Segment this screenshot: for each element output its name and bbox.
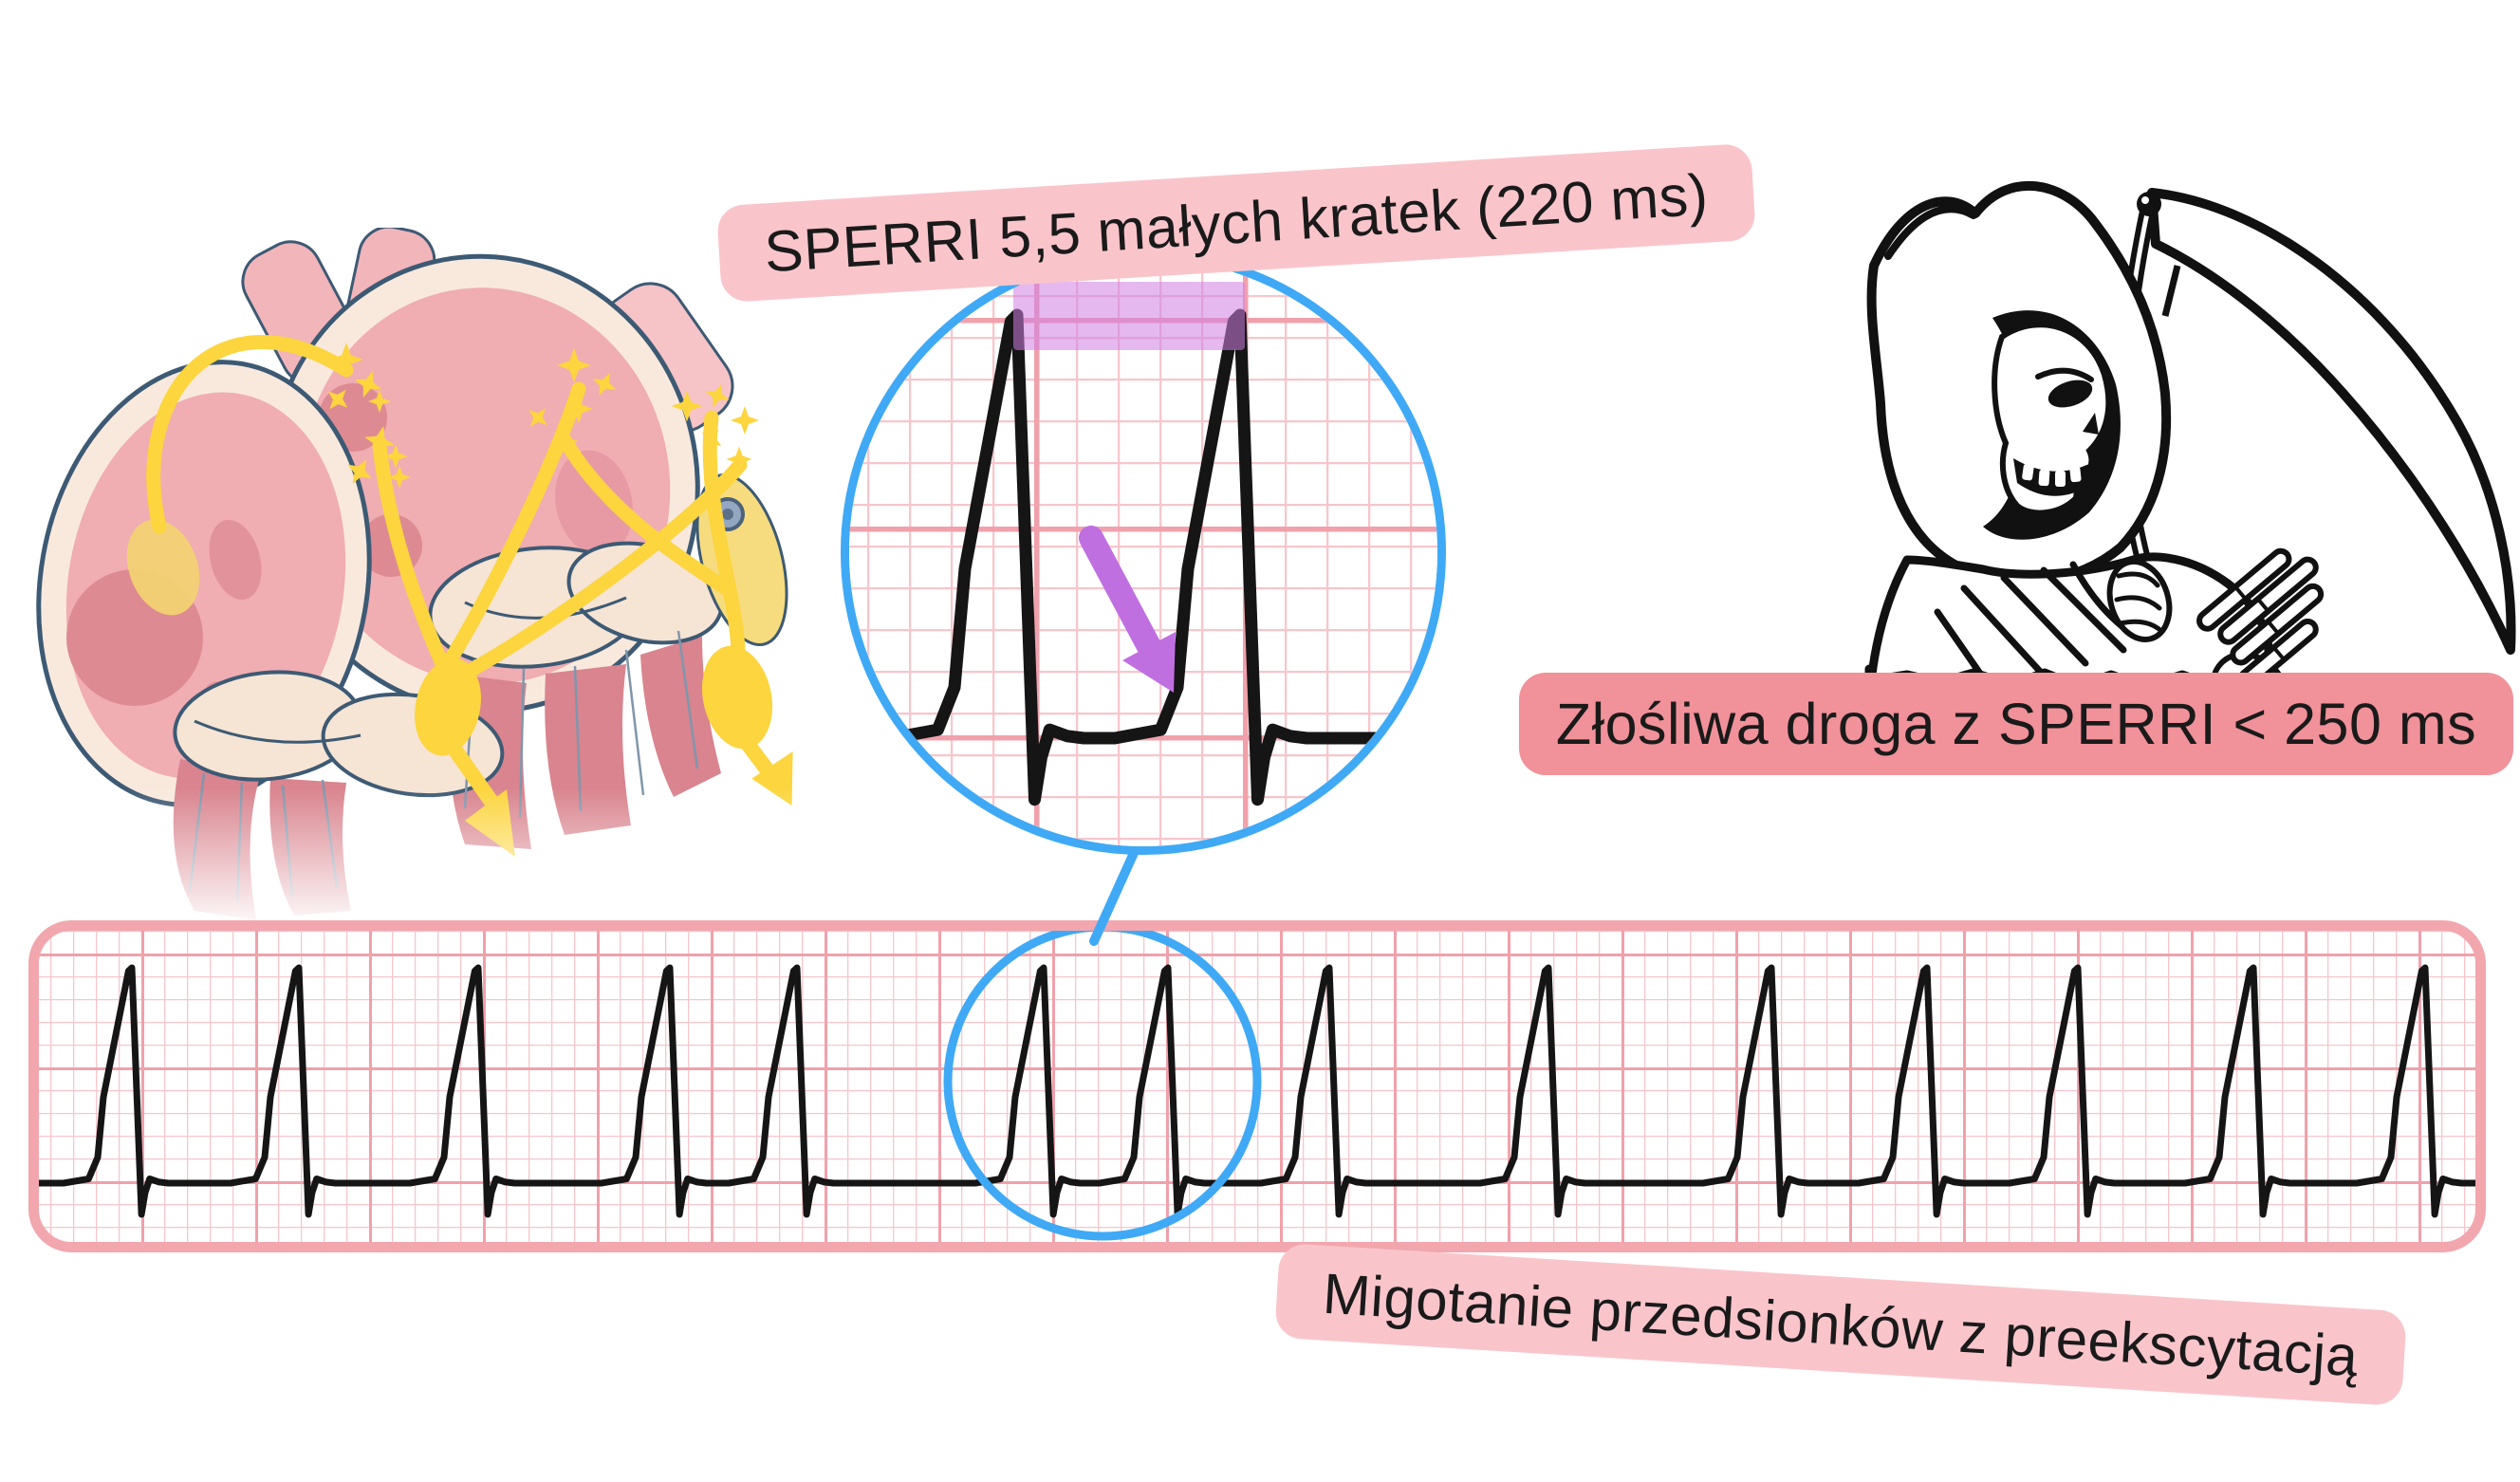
strip-border — [28, 920, 2486, 1252]
short-rr-arrow — [1079, 526, 1176, 693]
magnified-ecg-trace — [849, 308, 1437, 806]
ecg-trace — [34, 964, 2480, 1218]
skull-face — [1992, 322, 2112, 516]
malignant-pathway-label: Złośliwa droga z SPERRI < 250 ms — [1519, 673, 2513, 775]
magnified-ecg — [849, 258, 1437, 846]
grim-reaper-illustration — [1850, 81, 2520, 688]
rhythm-diagnosis-label: Migotanie przedsionków z preekscytacją — [1274, 1242, 2407, 1407]
ecg-magnifier-circle — [841, 250, 1446, 855]
skeletal-grip-hand — [2106, 558, 2173, 643]
ecg-rhythm-strip — [28, 920, 2486, 1252]
magnifier-connector-line — [1044, 825, 1252, 977]
heart-cross-section-illustration — [19, 228, 835, 930]
ecg-strip-svg — [28, 920, 2486, 1252]
scythe-blade — [2147, 188, 2516, 655]
conduction-pathways — [146, 335, 748, 681]
sperri-interval-highlight — [1013, 282, 1245, 350]
